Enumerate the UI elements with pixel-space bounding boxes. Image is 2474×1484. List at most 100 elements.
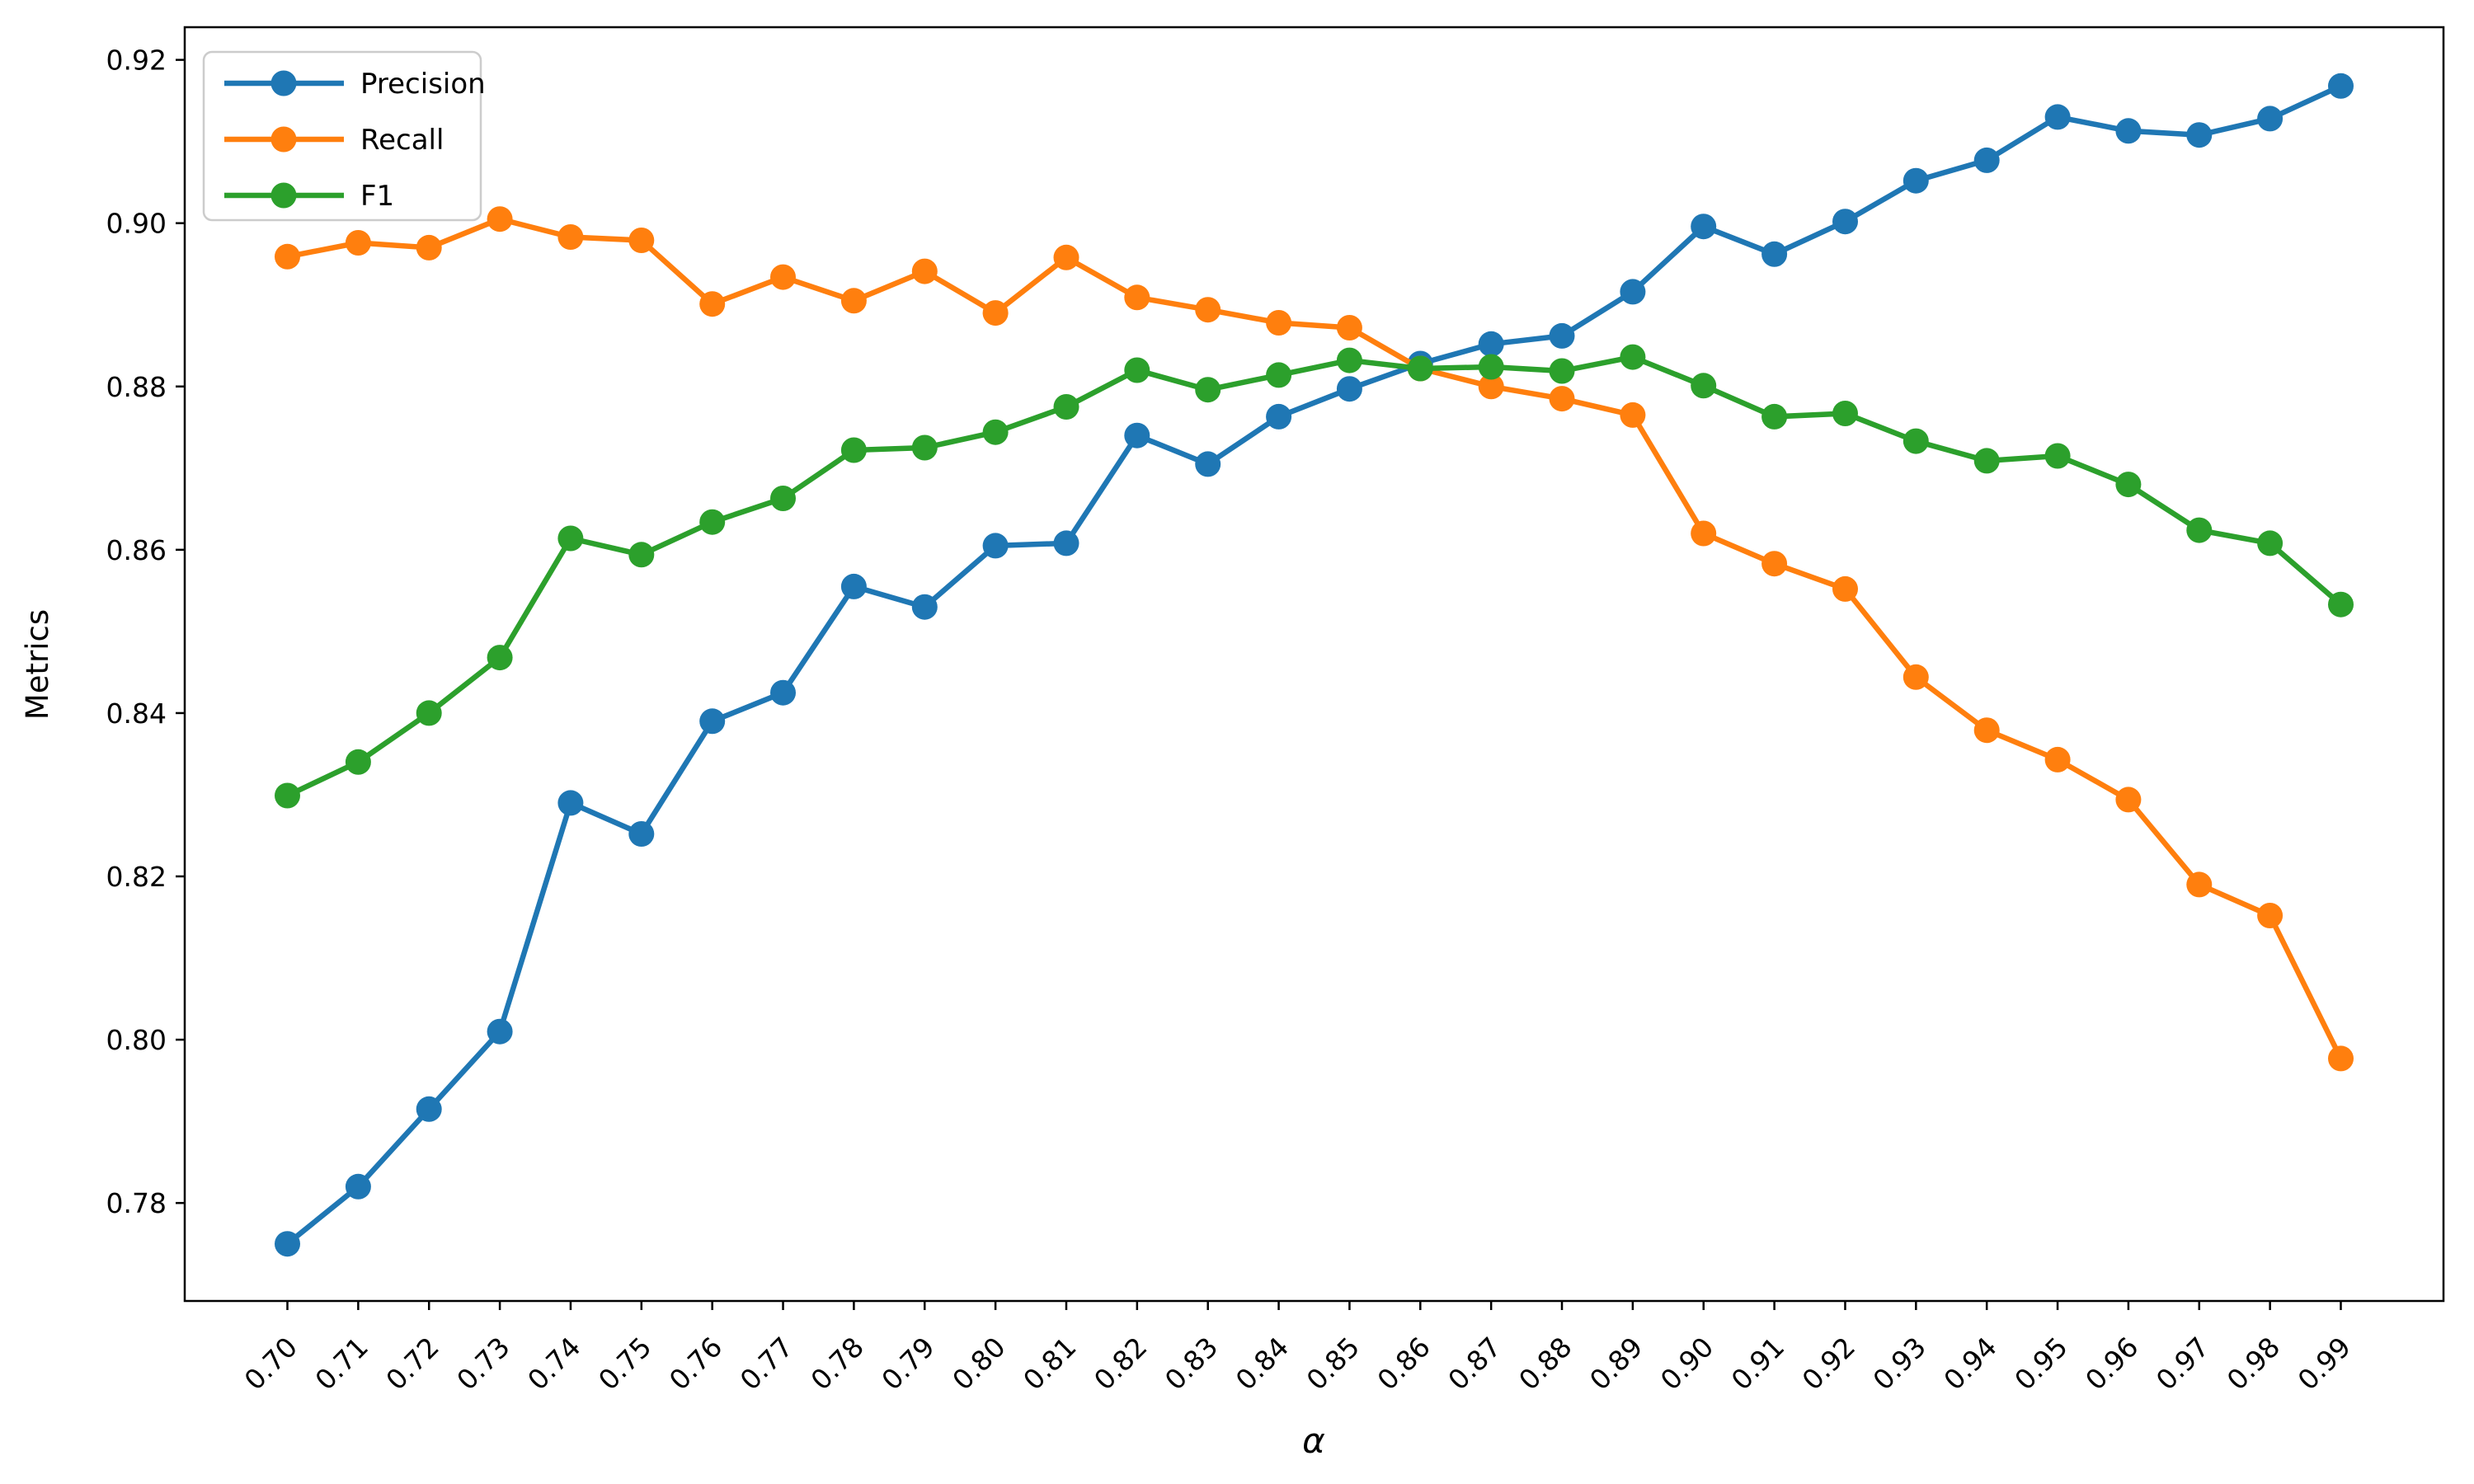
data-point-recall <box>1053 244 1079 270</box>
data-point-f1 <box>1407 355 1433 382</box>
data-point-recall <box>2328 1045 2354 1072</box>
data-point-f1 <box>1478 354 1504 380</box>
data-point-precision <box>1478 331 1504 357</box>
y-tick-label: 0.92 <box>106 45 167 77</box>
data-point-precision <box>1832 209 1858 235</box>
data-point-recall <box>840 288 867 314</box>
data-point-recall <box>275 243 300 270</box>
data-point-f1 <box>911 434 938 461</box>
data-point-recall <box>487 206 513 232</box>
data-point-f1 <box>1832 401 1858 426</box>
data-point-f1 <box>557 525 584 552</box>
data-point-f1 <box>1195 377 1221 403</box>
data-point-precision <box>982 533 1009 559</box>
data-point-f1 <box>2257 530 2284 556</box>
data-point-f1 <box>840 437 867 463</box>
data-point-precision <box>699 708 726 735</box>
data-point-recall <box>1195 297 1221 323</box>
data-point-recall <box>2257 903 2284 928</box>
data-point-f1 <box>1903 428 1929 454</box>
data-point-f1 <box>416 700 442 726</box>
legend-marker-f1 <box>270 182 297 209</box>
data-point-f1 <box>2044 443 2071 469</box>
data-point-precision <box>2044 104 2071 130</box>
data-point-precision <box>1903 167 1929 194</box>
data-point-recall <box>345 230 371 256</box>
data-point-precision <box>628 821 655 847</box>
legend-label-precision: Precision <box>360 68 486 101</box>
data-point-f1 <box>628 542 655 568</box>
data-point-f1 <box>1761 403 1788 430</box>
y-tick-label: 0.88 <box>106 371 167 403</box>
legend-label-f1: F1 <box>360 180 394 213</box>
data-point-f1 <box>1549 358 1575 384</box>
data-point-f1 <box>275 782 300 809</box>
data-point-f1 <box>487 645 513 671</box>
data-point-recall <box>1478 373 1504 400</box>
data-point-precision <box>2328 73 2354 99</box>
data-point-f1 <box>345 749 371 775</box>
y-tick-label: 0.86 <box>106 534 167 566</box>
data-point-f1 <box>770 486 796 511</box>
legend-marker-recall <box>270 126 297 153</box>
x-axis-label: α <box>1302 1421 1325 1461</box>
data-point-recall <box>982 300 1009 326</box>
data-point-precision <box>1053 530 1079 556</box>
data-point-precision <box>2186 122 2213 148</box>
data-point-precision <box>1336 376 1362 402</box>
data-point-f1 <box>1053 394 1079 420</box>
legend-box <box>202 50 482 222</box>
data-point-f1 <box>699 509 726 535</box>
legend-marker-precision <box>270 70 297 96</box>
data-point-precision <box>487 1018 513 1045</box>
plot-area-border <box>183 26 2445 1303</box>
y-axis-label: Metrics <box>20 609 55 720</box>
data-point-precision <box>1620 279 1646 305</box>
data-point-recall <box>1691 520 1717 547</box>
data-point-precision <box>770 679 796 706</box>
data-point-recall <box>1832 575 1858 602</box>
y-tick-label: 0.82 <box>106 861 167 893</box>
data-point-precision <box>345 1173 371 1200</box>
data-point-f1 <box>2115 472 2142 498</box>
data-point-precision <box>1691 214 1717 240</box>
data-point-precision <box>416 1096 442 1122</box>
y-tick-label: 0.84 <box>106 697 167 730</box>
data-point-recall <box>1549 386 1575 412</box>
data-point-recall <box>1620 402 1646 428</box>
data-point-recall <box>557 224 584 250</box>
data-point-recall <box>1903 664 1929 690</box>
y-tick-label: 0.80 <box>106 1024 167 1056</box>
data-point-precision <box>2257 106 2284 132</box>
data-point-precision <box>840 573 867 599</box>
data-point-recall <box>1336 315 1362 340</box>
data-point-f1 <box>1266 362 1292 388</box>
data-point-f1 <box>1973 448 2000 474</box>
data-point-recall <box>770 264 796 290</box>
data-point-precision <box>275 1231 300 1257</box>
data-point-precision <box>2115 118 2142 144</box>
data-point-f1 <box>2186 517 2213 543</box>
data-point-recall <box>1266 310 1292 336</box>
data-point-precision <box>911 594 938 620</box>
data-point-recall <box>1761 551 1788 577</box>
series-line-precision <box>285 83 2344 1247</box>
y-tick-label: 0.90 <box>106 208 167 240</box>
data-point-recall <box>1973 717 2000 744</box>
data-point-recall <box>2044 746 2071 773</box>
data-point-precision <box>1761 241 1788 267</box>
data-point-precision <box>1973 147 2000 173</box>
data-point-precision <box>1195 451 1221 477</box>
data-point-recall <box>416 234 442 261</box>
data-point-precision <box>1124 422 1150 448</box>
data-point-recall <box>911 258 938 284</box>
data-point-f1 <box>1336 347 1362 373</box>
data-point-recall <box>699 291 726 317</box>
y-tick-label: 0.78 <box>106 1187 167 1219</box>
data-point-f1 <box>1691 373 1717 399</box>
data-point-precision <box>1549 322 1575 349</box>
legend-label-recall: Recall <box>360 124 444 157</box>
data-point-f1 <box>1620 344 1646 370</box>
